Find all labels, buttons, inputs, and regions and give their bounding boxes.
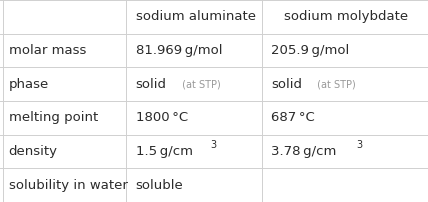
Text: soluble: soluble [136,179,184,192]
Text: solid: solid [271,78,302,91]
Text: 3: 3 [210,140,216,150]
Text: melting point: melting point [9,111,98,124]
Text: 1.5 g/cm: 1.5 g/cm [136,145,193,158]
Text: 3: 3 [356,140,362,150]
Text: molar mass: molar mass [9,44,86,57]
Text: sodium aluminate: sodium aluminate [136,10,256,23]
Text: 3.78 g/cm: 3.78 g/cm [271,145,336,158]
Text: (at STP): (at STP) [314,79,356,89]
Text: solid: solid [136,78,166,91]
Text: 81.969 g/mol: 81.969 g/mol [136,44,222,57]
Text: (at STP): (at STP) [179,79,221,89]
Text: phase: phase [9,78,49,91]
Text: density: density [9,145,57,158]
Text: solubility in water: solubility in water [9,179,128,192]
Text: 687 °C: 687 °C [271,111,315,124]
Text: sodium molybdate: sodium molybdate [284,10,408,23]
Text: 205.9 g/mol: 205.9 g/mol [271,44,349,57]
Text: 1800 °C: 1800 °C [136,111,188,124]
